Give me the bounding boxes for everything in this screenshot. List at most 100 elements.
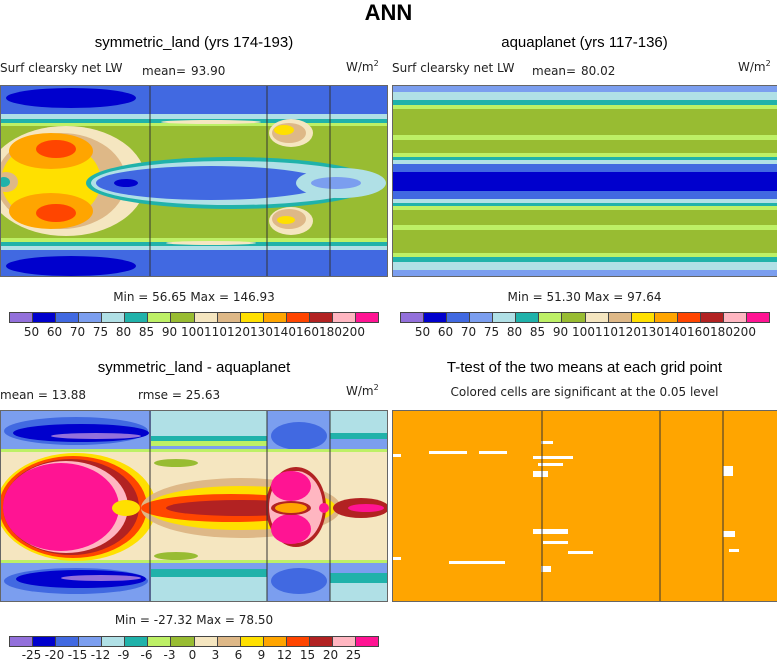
colorbar-tick-label: 110 xyxy=(204,325,227,339)
colorbar-swatch xyxy=(240,637,264,646)
colorbar-tick-label: -3 xyxy=(163,648,176,662)
colorbar-swatch xyxy=(102,313,126,322)
colorbar-swatch xyxy=(539,313,563,322)
colorbar-tick-label: 120 xyxy=(618,325,641,339)
panel2-title: aquaplanet (yrs 117-136) xyxy=(501,34,668,51)
colorbar-tick-label: 85 xyxy=(138,325,155,339)
colorbar-swatch xyxy=(332,637,356,646)
colorbar-swatch xyxy=(79,313,103,322)
colorbar-swatch xyxy=(309,637,333,646)
panel3-colorbar xyxy=(9,636,379,647)
colorbar-swatch xyxy=(263,637,287,646)
colorbar-tick-label: 20 xyxy=(322,648,339,662)
panel1-variable: Surf clearsky net LW xyxy=(0,61,123,75)
panel1-mean: 93.90 xyxy=(191,64,226,78)
colorbar-tick-label: 70 xyxy=(69,325,86,339)
colorbar-swatch xyxy=(33,313,57,322)
colorbar-tick-label: 110 xyxy=(595,325,618,339)
colorbar-tick-label: 9 xyxy=(257,648,266,662)
panel3-mean: mean = 13.88 xyxy=(0,388,87,402)
panel1-contour-map xyxy=(0,85,388,277)
colorbar-swatch xyxy=(309,313,333,322)
colorbar-swatch xyxy=(10,313,34,322)
colorbar-tick-label: 70 xyxy=(460,325,477,339)
colorbar-swatch xyxy=(240,313,264,322)
colorbar-tick-label: 140 xyxy=(664,325,687,339)
colorbar-tick-label: 3 xyxy=(211,648,220,662)
colorbar-swatch xyxy=(171,637,195,646)
colorbar-tick-label: 90 xyxy=(161,325,178,339)
colorbar-swatch xyxy=(217,637,241,646)
panel1-title: symmetric_land (yrs 174-193) xyxy=(94,34,294,51)
panel4-title: T-test of the two means at each grid poi… xyxy=(446,359,723,376)
colorbar-swatch xyxy=(447,313,471,322)
panel4-subtitle: Colored cells are significant at the 0.0… xyxy=(450,385,719,399)
colorbar-swatch xyxy=(148,313,172,322)
colorbar-tick-label: -25 xyxy=(21,648,42,662)
colorbar-swatch xyxy=(562,313,586,322)
colorbar-tick-label: 140 xyxy=(273,325,296,339)
panel1-min-max: Min = 56.65 Max = 146.93 xyxy=(113,290,275,304)
colorbar-tick-label: 50 xyxy=(414,325,431,339)
colorbar-tick-label: 12 xyxy=(276,648,293,662)
colorbar-swatch xyxy=(56,313,80,322)
panel2-colorbar xyxy=(400,312,770,323)
colorbar-tick-label: 50 xyxy=(23,325,40,339)
colorbar-tick-label: 75 xyxy=(92,325,109,339)
panel2-mean: 80.02 xyxy=(581,64,616,78)
colorbar-swatch xyxy=(286,637,310,646)
colorbar-tick-label: 75 xyxy=(483,325,500,339)
colorbar-swatch xyxy=(56,637,80,646)
panel3-contour-map xyxy=(0,410,388,602)
panel4-significance-map xyxy=(392,410,777,602)
colorbar-swatch xyxy=(516,313,540,322)
colorbar-swatch xyxy=(148,637,172,646)
colorbar-swatch xyxy=(102,637,126,646)
colorbar-swatch xyxy=(677,313,701,322)
colorbar-tick-label: 200 xyxy=(733,325,756,339)
panel2-min-max: Min = 51.30 Max = 97.64 xyxy=(507,290,662,304)
colorbar-swatch xyxy=(424,313,448,322)
colorbar-tick-label: -9 xyxy=(117,648,130,662)
colorbar-tick-label: 80 xyxy=(506,325,523,339)
colorbar-swatch xyxy=(355,313,378,322)
colorbar-swatch xyxy=(79,637,103,646)
panel2-contour-map xyxy=(392,85,777,277)
colorbar-swatch xyxy=(332,313,356,322)
colorbar-swatch xyxy=(263,313,287,322)
panel1-colorbar xyxy=(9,312,379,323)
colorbar-swatch xyxy=(355,637,378,646)
colorbar-tick-label: -15 xyxy=(67,648,88,662)
colorbar-tick-label: 0 xyxy=(188,648,197,662)
colorbar-swatch xyxy=(401,313,425,322)
panel3-rmse: rmse = 25.63 xyxy=(138,388,221,402)
colorbar-swatch xyxy=(286,313,310,322)
panel2-variable: Surf clearsky net LW xyxy=(392,61,515,75)
colorbar-swatch xyxy=(10,637,34,646)
colorbar-tick-label: -12 xyxy=(90,648,111,662)
colorbar-swatch xyxy=(125,313,149,322)
panel1-units: W/m2 xyxy=(346,59,379,74)
colorbar-tick-label: 85 xyxy=(529,325,546,339)
colorbar-tick-label: 160 xyxy=(296,325,319,339)
panel2-units: W/m2 xyxy=(738,59,771,74)
colorbar-swatch xyxy=(608,313,632,322)
colorbar-tick-label: 90 xyxy=(552,325,569,339)
colorbar-tick-label: 180 xyxy=(710,325,733,339)
colorbar-swatch xyxy=(723,313,747,322)
colorbar-tick-label: 100 xyxy=(572,325,595,339)
colorbar-tick-label: 25 xyxy=(345,648,362,662)
colorbar-tick-label: 100 xyxy=(181,325,204,339)
colorbar-swatch xyxy=(654,313,678,322)
panel1-mean-label: mean= xyxy=(142,64,187,78)
figure-title: ANN xyxy=(364,0,413,25)
colorbar-tick-label: 120 xyxy=(227,325,250,339)
colorbar-tick-label: 60 xyxy=(46,325,63,339)
colorbar-tick-label: 160 xyxy=(687,325,710,339)
colorbar-swatch xyxy=(585,313,609,322)
colorbar-tick-label: 15 xyxy=(299,648,316,662)
colorbar-swatch xyxy=(194,637,218,646)
colorbar-tick-label: 6 xyxy=(234,648,243,662)
colorbar-swatch xyxy=(631,313,655,322)
colorbar-tick-label: 200 xyxy=(342,325,365,339)
